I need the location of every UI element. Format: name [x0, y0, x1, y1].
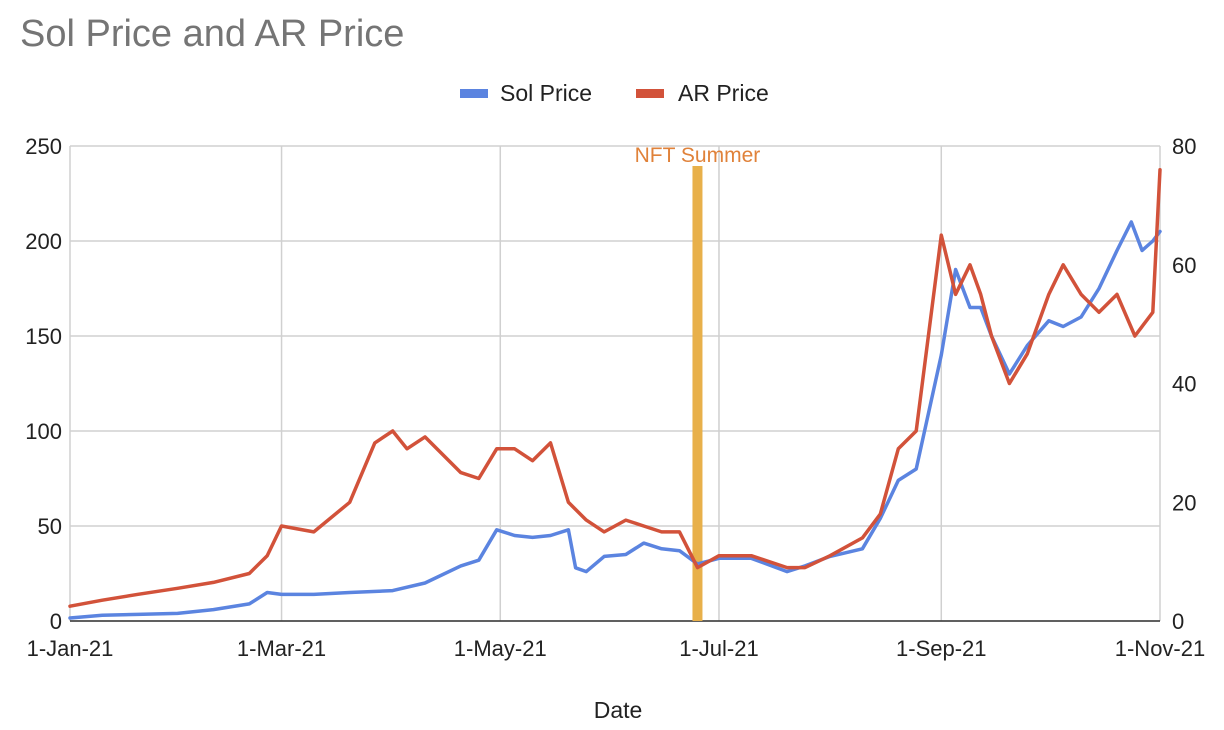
y-left-tick-label: 250: [25, 134, 62, 159]
legend-swatch-ar: [636, 89, 664, 98]
x-axis-title: Date: [594, 697, 643, 723]
x-tick-label: 1-May-21: [454, 636, 547, 661]
y-right-tick-label: 80: [1172, 134, 1196, 159]
nft-summer-label: NFT Summer: [635, 144, 761, 167]
y-right-tick-label: 40: [1172, 372, 1196, 397]
y-left-tick-label: 0: [50, 609, 62, 634]
y-left-tick-label: 50: [38, 514, 62, 539]
chart-title: Sol Price and AR Price: [20, 13, 404, 55]
grid: [69, 145, 1161, 622]
legend-label-sol: Sol Price: [500, 80, 592, 106]
y-right-tick-label: 60: [1172, 253, 1196, 278]
legend-label-ar: AR Price: [678, 80, 769, 106]
y-left-tick-label: 150: [25, 324, 62, 349]
series-line-sol-price: [68, 220, 1162, 620]
nft-summer-band: [692, 166, 703, 621]
series-line-ar-price: [68, 168, 1162, 608]
legend: Sol Price AR Price: [460, 80, 769, 106]
legend-swatch-sol: [460, 89, 488, 98]
x-tick-label: 1-Mar-21: [237, 636, 326, 661]
y-left-tick-label: 100: [25, 419, 62, 444]
x-tick-label: 1-Jul-21: [679, 636, 758, 661]
x-tick-label: 1-Jan-21: [27, 636, 114, 661]
x-tick-label: 1-Nov-21: [1115, 636, 1205, 661]
y-right-tick-label: 0: [1172, 609, 1184, 634]
series-layer: [68, 168, 1162, 620]
y-right-tick-label: 20: [1172, 490, 1196, 515]
annotation-layer: NFT Summer: [635, 144, 761, 621]
tick-labels: 0 50 100 150 200 250 0 20 40 60 80 1-Jan-21 1-Mar-21…: [25, 134, 1205, 661]
y-left-tick-label: 200: [25, 229, 62, 254]
x-tick-label: 1-Sep-21: [896, 636, 987, 661]
